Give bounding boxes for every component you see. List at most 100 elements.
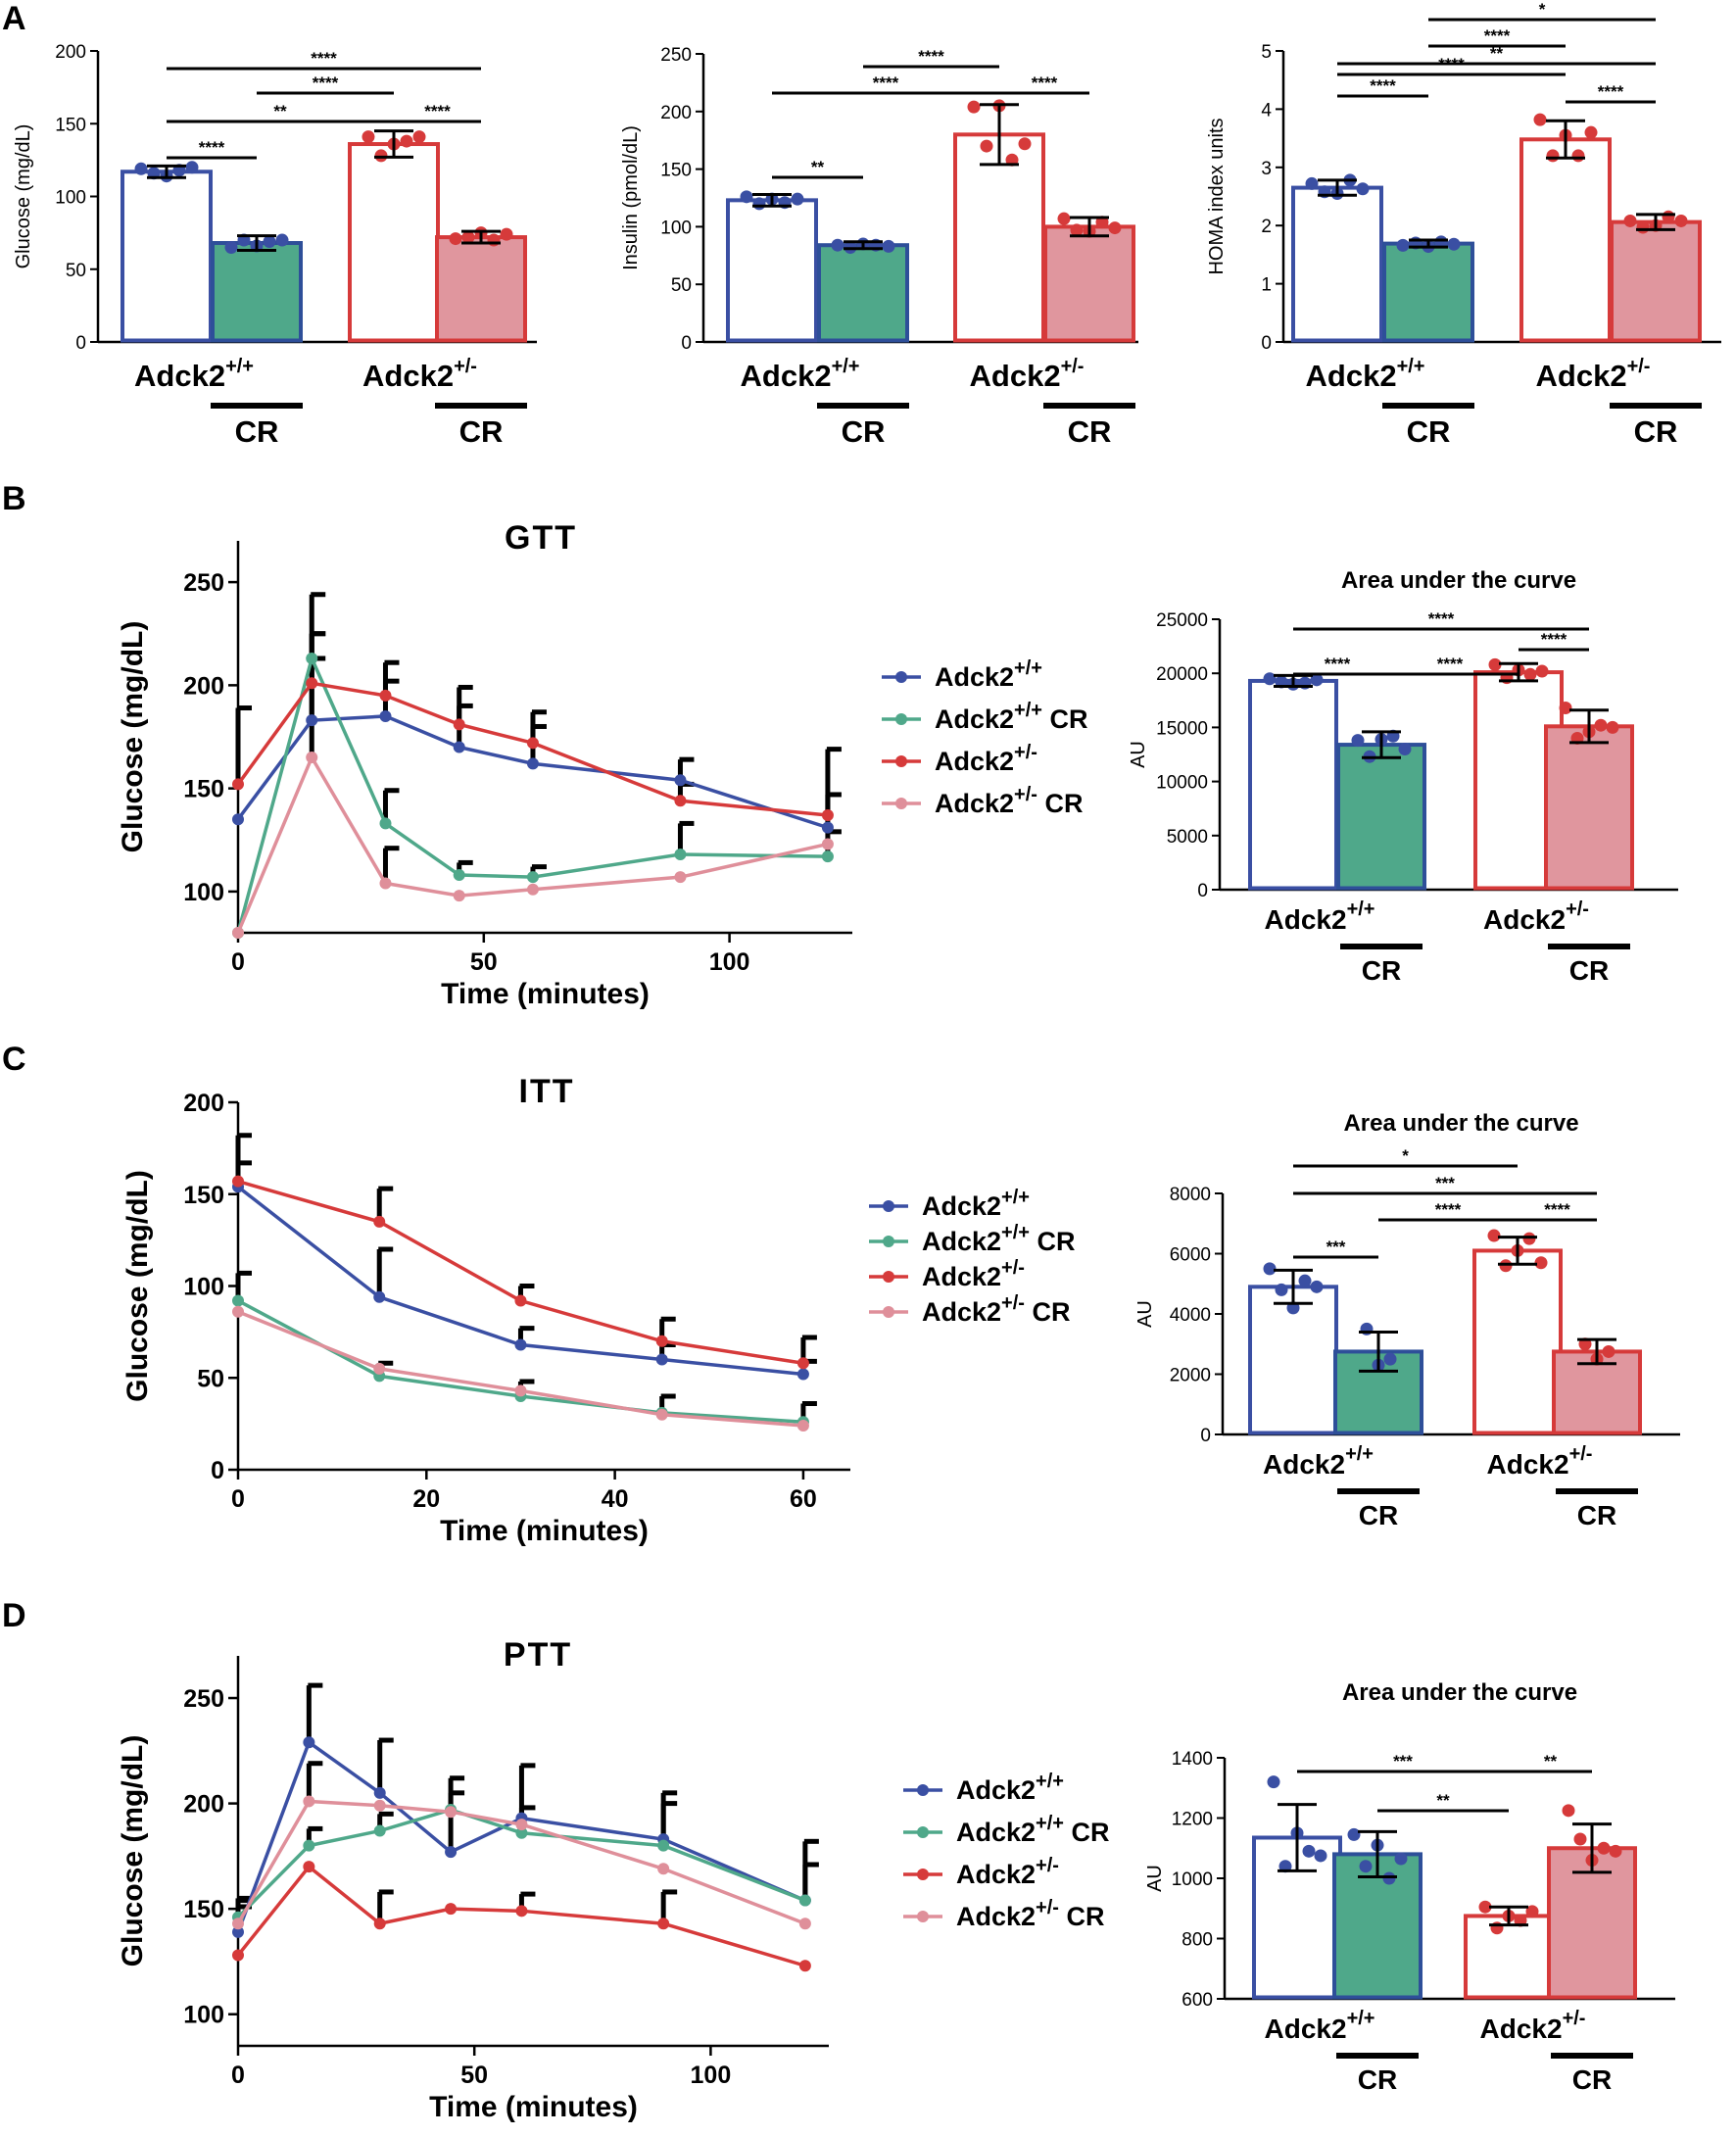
legend-label-suffix: CR: [1025, 1297, 1071, 1327]
series-point: [232, 1305, 244, 1318]
group-label: Adck2+/-: [1483, 898, 1589, 935]
series-point: [796, 1420, 809, 1432]
legend-label-suffix: CR: [1030, 1227, 1076, 1256]
y-tick-label: 0: [1200, 1426, 1211, 1446]
bar: [726, 198, 818, 343]
bar: [1248, 678, 1338, 891]
legend-label-sup: +/-: [1001, 1257, 1025, 1279]
data-point: [1533, 113, 1547, 126]
series-point: [655, 1408, 668, 1421]
y-tick-label: 50: [671, 275, 692, 296]
data-point: [1535, 664, 1549, 678]
bar: [1291, 185, 1383, 343]
bar: [1544, 724, 1634, 891]
series-point: [821, 838, 834, 850]
legend-label: Adck2+/- CR: [935, 784, 1083, 818]
group-label-sup: +/-: [1061, 356, 1085, 377]
y-axis-label: HOMA index units: [1206, 118, 1228, 274]
series-point: [379, 817, 392, 830]
series-point: [798, 1960, 811, 1972]
x-tick-label: 0: [231, 2062, 245, 2089]
group-label-sup: +/+: [1345, 1443, 1374, 1465]
data-point: [1394, 1852, 1408, 1866]
group-label: Adck2+/+: [134, 356, 254, 393]
auc-title: Area under the curve: [1341, 567, 1576, 594]
series-point: [232, 1949, 244, 1962]
bar: [211, 241, 303, 343]
series-point: [373, 1290, 386, 1303]
series-line: [236, 753, 829, 934]
legend-marker: [883, 1200, 894, 1212]
group-label-sup: +/+: [832, 356, 860, 377]
legend-marker: [917, 1911, 929, 1922]
y-tick-label: 100: [55, 188, 86, 209]
y-tick-label: 100: [183, 1274, 224, 1301]
y-tick-label: 600: [1181, 1990, 1213, 2011]
data-point: [1383, 1352, 1397, 1366]
significance-label: ****: [1435, 1200, 1462, 1219]
y-tick-label: 150: [55, 115, 86, 135]
significance-label: **: [273, 102, 287, 121]
group-label-sup: +/-: [1566, 898, 1589, 920]
series-point: [655, 1335, 668, 1347]
bar: [1472, 1248, 1563, 1435]
series-point: [515, 1819, 528, 1831]
legend-label-name: Adck2: [935, 747, 1014, 776]
data-point: [1623, 214, 1637, 227]
legend-label-name: Adck2: [935, 704, 1014, 734]
y-axis-label: Glucose (mg/dL): [117, 621, 149, 853]
legend-marker: [917, 1869, 929, 1880]
itt-line-chart: ITT 0 50 100 150 200 0 20 40 60 Time (minutes) Gluc…: [121, 1073, 850, 1547]
y-tick-label: 1: [1261, 275, 1272, 296]
series-point: [232, 1175, 244, 1188]
data-point: [1351, 734, 1365, 748]
y-tick-label: 4000: [1170, 1305, 1211, 1326]
auc-title: Area under the curve: [1342, 1679, 1577, 1706]
significance-label: ****: [1438, 55, 1465, 73]
group-label-name: Adck2: [970, 359, 1061, 393]
data-point: [1070, 223, 1084, 237]
series-point: [232, 813, 244, 826]
x-tick-label: 100: [709, 948, 750, 976]
cr-label: CR: [1577, 1500, 1616, 1530]
y-tick-label: 250: [660, 45, 692, 66]
significance-label: *: [1402, 1146, 1409, 1165]
group-label-name: Adck2: [134, 359, 225, 393]
series-point: [303, 1861, 315, 1873]
group-label-name: Adck2: [1487, 1449, 1569, 1480]
legend-label-sup: +/+: [1014, 700, 1042, 721]
ptt-line-chart: PTT 100 150 200 250 0 50 100 Time (minutes) Gluco…: [117, 1636, 829, 2123]
legend-label: Adck2+/- CR: [922, 1292, 1070, 1327]
significance-label: ****: [1484, 26, 1511, 45]
x-tick-label: 0: [231, 1485, 245, 1513]
series-point: [798, 1918, 811, 1930]
data-point: [1018, 137, 1032, 151]
y-tick-label: 100: [183, 2002, 224, 2029]
series-point: [798, 1894, 811, 1907]
series-point: [514, 1338, 527, 1351]
data-point: [1298, 1274, 1312, 1287]
series-point: [526, 757, 539, 770]
chart-title: PTT: [504, 1636, 572, 1674]
bar: [435, 235, 527, 343]
legend-label-name: Adck2: [922, 1227, 1001, 1256]
x-tick-label: 50: [470, 948, 498, 976]
y-tick-label: 1000: [1172, 1869, 1213, 1890]
legend-marker: [895, 755, 907, 767]
y-tick-label: 200: [183, 672, 224, 700]
data-point: [263, 235, 276, 249]
legend-label-name: Adck2: [922, 1191, 1001, 1221]
series-point: [445, 1846, 458, 1859]
legend-label: Adck2+/+ CR: [922, 1222, 1075, 1256]
significance-label: ***: [1326, 1238, 1346, 1256]
significance-label: ***: [1393, 1752, 1413, 1771]
legend-label-sup: +/+: [1036, 1771, 1064, 1792]
y-axis-label: AU: [1144, 1865, 1166, 1892]
series-point: [796, 1357, 809, 1370]
data-point: [1523, 667, 1537, 681]
chart-title: ITT: [519, 1073, 575, 1110]
legend-label-sup: +/-: [1036, 1897, 1059, 1918]
cr-label: CR: [235, 414, 279, 449]
